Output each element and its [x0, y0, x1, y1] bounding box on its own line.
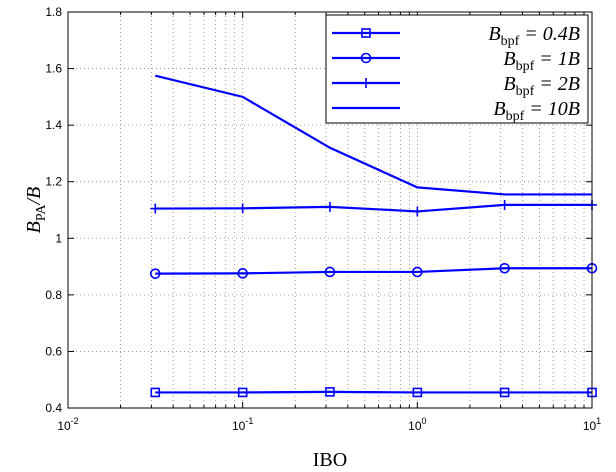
legend-label-tail: = 0.4B — [519, 23, 580, 45]
square-marker — [150, 387, 161, 398]
legend-entry: Bbpf = 1B — [332, 48, 580, 74]
legend-entry: Bbpf = 10B — [332, 98, 580, 124]
y-tick-label: 0.6 — [45, 344, 62, 358]
x-tick-label-base: 10 — [232, 419, 246, 433]
plus-marker — [150, 203, 161, 214]
legend-label-tail: = 10B — [524, 98, 580, 120]
y-tick-label: 1.4 — [45, 118, 62, 132]
y-tick-label: 0.4 — [45, 401, 62, 415]
legend-label-sub: bpf — [516, 84, 535, 99]
x-tick-label: 101 — [583, 416, 601, 433]
x-tick-label: 10-1 — [232, 416, 253, 433]
legend-label-main: B — [503, 73, 515, 95]
legend-label-main: B — [503, 48, 515, 70]
square-marker — [361, 28, 371, 38]
plus-marker — [237, 203, 248, 214]
legend-label-sub: bpf — [506, 109, 525, 124]
x-axis-title: IBO — [313, 449, 347, 471]
legend-label-tail: = 2B — [534, 73, 580, 95]
x-tick-label-base: 10 — [583, 419, 597, 433]
legend-label-tail: = 1B — [534, 48, 580, 70]
plus-marker — [324, 201, 335, 212]
x-tick-label: 10-2 — [57, 416, 78, 433]
x-tick-label-exponent: -1 — [245, 416, 253, 426]
square-marker — [325, 387, 335, 397]
series-line — [155, 74, 592, 196]
x-tick-label-exponent: 0 — [422, 416, 427, 426]
legend-entry: Bbpf = 2B — [332, 73, 580, 99]
square-marker — [412, 387, 423, 398]
circle-marker — [149, 268, 161, 279]
square-marker — [499, 387, 510, 398]
x-tick-label: 100 — [408, 416, 426, 433]
y-axis-title-tail: /B — [23, 187, 45, 206]
y-tick-label: 0.8 — [45, 288, 62, 302]
legend-label-main: B — [493, 98, 505, 120]
legend-label-sub: bpf — [501, 34, 520, 49]
legend-label-main: B — [488, 23, 500, 45]
legend-label: Bbpf = 0.4B — [488, 23, 580, 49]
circle-marker — [412, 266, 423, 278]
y-tick-label: 1.2 — [45, 175, 62, 189]
series-line — [155, 203, 592, 213]
circle-marker — [360, 52, 372, 64]
circle-marker — [499, 262, 510, 274]
plus-marker — [499, 199, 510, 210]
legend-label: Bbpf = 2B — [503, 73, 580, 99]
y-axis-title: BPA/B — [23, 187, 49, 234]
x-tick-label-exponent: 1 — [596, 416, 601, 426]
x-tick-label-exponent: -2 — [71, 416, 79, 426]
series-line — [155, 267, 592, 275]
legend-entry: Bbpf = 0.4B — [332, 23, 580, 49]
plus-marker — [412, 206, 423, 217]
circle-marker — [324, 266, 336, 278]
y-tick-label: 1 — [55, 231, 62, 245]
series-3 — [155, 74, 592, 196]
x-tick-label-base: 10 — [408, 419, 422, 433]
plus-marker — [361, 78, 371, 88]
plot-frame — [67, 11, 593, 409]
series-2 — [150, 199, 597, 217]
square-marker — [237, 387, 248, 398]
y-axis-title-sub: PA — [34, 204, 49, 222]
y-axis-title-main: B — [23, 221, 45, 233]
y-tick-label: 1.6 — [45, 62, 62, 76]
legend-label: Bbpf = 1B — [503, 48, 580, 74]
x-tick-label-base: 10 — [57, 419, 71, 433]
circle-marker — [237, 268, 248, 279]
legend-label-sub: bpf — [516, 59, 535, 74]
series-line — [155, 390, 592, 394]
y-tick-label: 1.8 — [45, 5, 62, 19]
legend-label: Bbpf = 10B — [493, 98, 580, 124]
